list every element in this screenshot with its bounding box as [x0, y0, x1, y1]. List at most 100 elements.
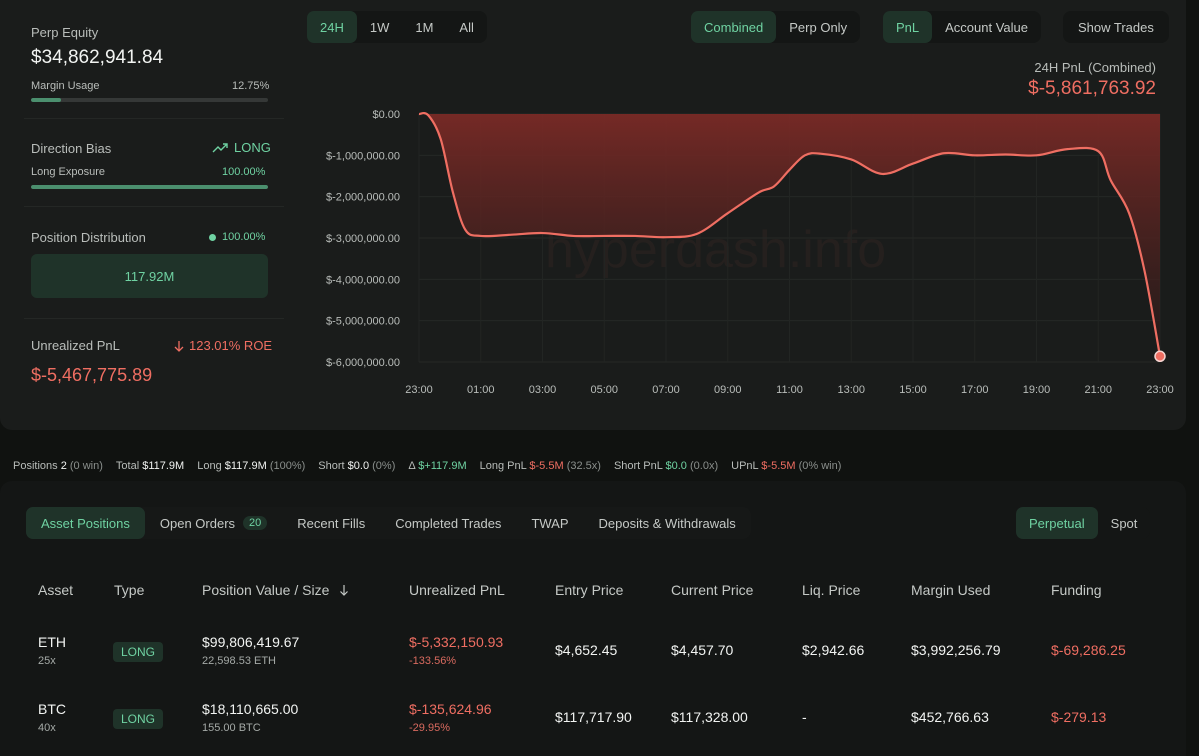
- summary-upnl-win: (0% win): [798, 460, 842, 472]
- summary-long-pnl-value: $-5.5M: [529, 460, 564, 472]
- column-header-position-value[interactable]: Position Value / Size: [202, 582, 349, 598]
- perpetual-button[interactable]: Perpetual: [1016, 507, 1098, 539]
- summary-long: Long $117.9M (100%): [197, 460, 305, 472]
- summary-positions-label: Positions: [13, 460, 58, 472]
- column-header-current-price[interactable]: Current Price: [671, 582, 754, 598]
- combined-button[interactable]: Combined: [691, 11, 777, 43]
- row-current-price: $117,328.00: [671, 709, 748, 725]
- column-header-asset[interactable]: Asset: [38, 582, 74, 598]
- range-1m-button[interactable]: 1M: [415, 19, 434, 35]
- tab-open-orders-label: Open Orders: [159, 515, 236, 531]
- row-current-price: $4,457.70: [671, 642, 734, 658]
- positions-tabs: Asset Positions Open Orders 20 Recent Fil…: [26, 507, 751, 539]
- x-tick-label: 19:00: [1023, 384, 1051, 396]
- column-header-unrealized-pnl[interactable]: Unrealized PnL: [409, 582, 505, 598]
- margin-usage-label: Margin Usage: [31, 80, 100, 92]
- row-position-value: $18,110,665.00: [202, 701, 299, 717]
- tab-deposits-withdrawals[interactable]: Deposits & Withdrawals: [598, 515, 736, 531]
- perp-equity-label: Perp Equity: [31, 25, 99, 40]
- long-dot-icon: [209, 233, 216, 241]
- column-header-funding[interactable]: Funding: [1051, 582, 1102, 598]
- column-header-margin-used[interactable]: Margin Used: [911, 582, 991, 598]
- open-orders-count-badge: 20: [243, 516, 268, 530]
- direction-bias-text: LONG: [234, 140, 271, 155]
- row-asset: ETH: [38, 634, 66, 650]
- divider: [24, 318, 284, 319]
- summary-long-pnl-label: Long PnL: [479, 460, 527, 472]
- row-asset: BTC: [38, 701, 66, 717]
- column-header-entry-price[interactable]: Entry Price: [555, 582, 624, 598]
- column-header-type[interactable]: Type: [114, 582, 145, 598]
- summary-total-value: $117.9M: [142, 460, 185, 472]
- show-trades-button[interactable]: Show Trades: [1063, 11, 1169, 43]
- tab-completed-trades[interactable]: Completed Trades: [395, 515, 502, 531]
- market-type-selector: Perpetual Spot: [1016, 507, 1151, 539]
- margin-usage-bar: [31, 98, 268, 102]
- direction-bias-label: Direction Bias: [31, 141, 112, 156]
- column-header-liq-price[interactable]: Liq. Price: [802, 582, 861, 598]
- summary-total-label: Total: [115, 460, 140, 472]
- tab-asset-positions[interactable]: Asset Positions: [26, 507, 145, 539]
- tab-recent-fills[interactable]: Recent Fills: [297, 515, 366, 531]
- row-entry-price: $4,652.45: [555, 642, 618, 658]
- tab-open-orders[interactable]: Open Orders 20: [145, 507, 282, 539]
- row-unrealized-pnl-pct: -29.95%: [409, 722, 450, 734]
- summary-long-label: Long: [197, 460, 222, 472]
- summary-positions-win: (0 win): [69, 460, 103, 472]
- summary-short-value: $0.0: [347, 460, 370, 472]
- pnl-line: [418, 111, 1162, 357]
- range-1w-button[interactable]: 1W: [369, 19, 390, 35]
- pnl-button[interactable]: PnL: [883, 11, 933, 43]
- unrealized-pnl-roe: 123.01% ROE: [174, 338, 272, 353]
- column-header-position-value-label: Position Value / Size: [202, 582, 330, 598]
- sort-desc-icon: [340, 585, 349, 596]
- unrealized-pnl-label: Unrealized PnL: [31, 338, 120, 353]
- type-badge: LONG: [113, 709, 164, 729]
- y-tick-label: $-2,000,000.00: [326, 192, 400, 204]
- chart-title: 24H PnL (Combined): [1034, 60, 1156, 75]
- range-24h-button[interactable]: 24H: [307, 11, 357, 43]
- summary-upnl: UPnL $-5.5M (0% win): [731, 460, 841, 472]
- x-tick-label: 21:00: [1084, 384, 1112, 396]
- summary-upnl-label: UPnL: [731, 460, 759, 472]
- summary-delta-value: $+117.9M: [418, 460, 467, 472]
- row-position-size: 22,598.53 ETH: [202, 655, 276, 667]
- summary-positions: Positions 2 (0 win): [13, 460, 103, 472]
- row-position-value: $99,806,419.67: [202, 634, 300, 650]
- summary-positions-value: 2: [60, 460, 67, 472]
- position-distribution-bar: 117.92M: [31, 254, 268, 298]
- unrealized-pnl-value: $-5,467,775.89: [31, 365, 153, 385]
- x-tick-label: 09:00: [714, 384, 742, 396]
- row-liq-price: $2,942.66: [802, 642, 865, 658]
- summary-long-pnl-lev: (32.5x): [566, 460, 601, 472]
- pnl-area: [419, 113, 1160, 357]
- row-margin-used: $452,766.63: [911, 709, 989, 725]
- pnl-chart[interactable]: $0.00 $-1,000,000.00 $-2,000,000.00 $-3,000…: [300, 100, 1180, 405]
- x-tick-label: 05:00: [590, 384, 618, 396]
- x-tick-label: 15:00: [899, 384, 927, 396]
- summary-long-pnl: Long PnL $-5.5M (32.5x): [480, 460, 601, 472]
- tab-twap[interactable]: TWAP: [531, 515, 569, 531]
- perp-only-button[interactable]: Perp Only: [789, 19, 848, 35]
- row-margin-used: $3,992,256.79: [911, 642, 1001, 658]
- summary-long-value: $117.9M: [224, 460, 267, 472]
- row-position-size: 155.00 BTC: [202, 722, 261, 734]
- long-exposure-bar: [31, 185, 268, 189]
- row-funding: $-279.13: [1051, 709, 1107, 725]
- y-tick-label: $-4,000,000.00: [326, 274, 400, 286]
- y-tick-label: $-6,000,000.00: [326, 357, 400, 369]
- summary-short: Short $0.0 (0%): [318, 460, 395, 472]
- row-unrealized-pnl: $-135,624.96: [409, 701, 492, 717]
- margin-usage-value: 12.75%: [232, 80, 270, 92]
- account-value-button[interactable]: Account Value: [945, 19, 1029, 35]
- row-leverage: 25x: [38, 655, 56, 667]
- trending-up-icon: [212, 142, 228, 152]
- spot-button[interactable]: Spot: [1110, 515, 1138, 531]
- direction-bias-value: LONG: [212, 140, 271, 155]
- summary-short-pnl-label: Short PnL: [613, 460, 663, 472]
- y-tick-label: $-5,000,000.00: [326, 316, 400, 328]
- range-all-button[interactable]: All: [459, 19, 474, 35]
- metric-selector: PnL Account Value: [883, 11, 1042, 43]
- position-distribution-pct: 100.00%: [222, 231, 266, 243]
- row-liq-price: -: [802, 709, 807, 725]
